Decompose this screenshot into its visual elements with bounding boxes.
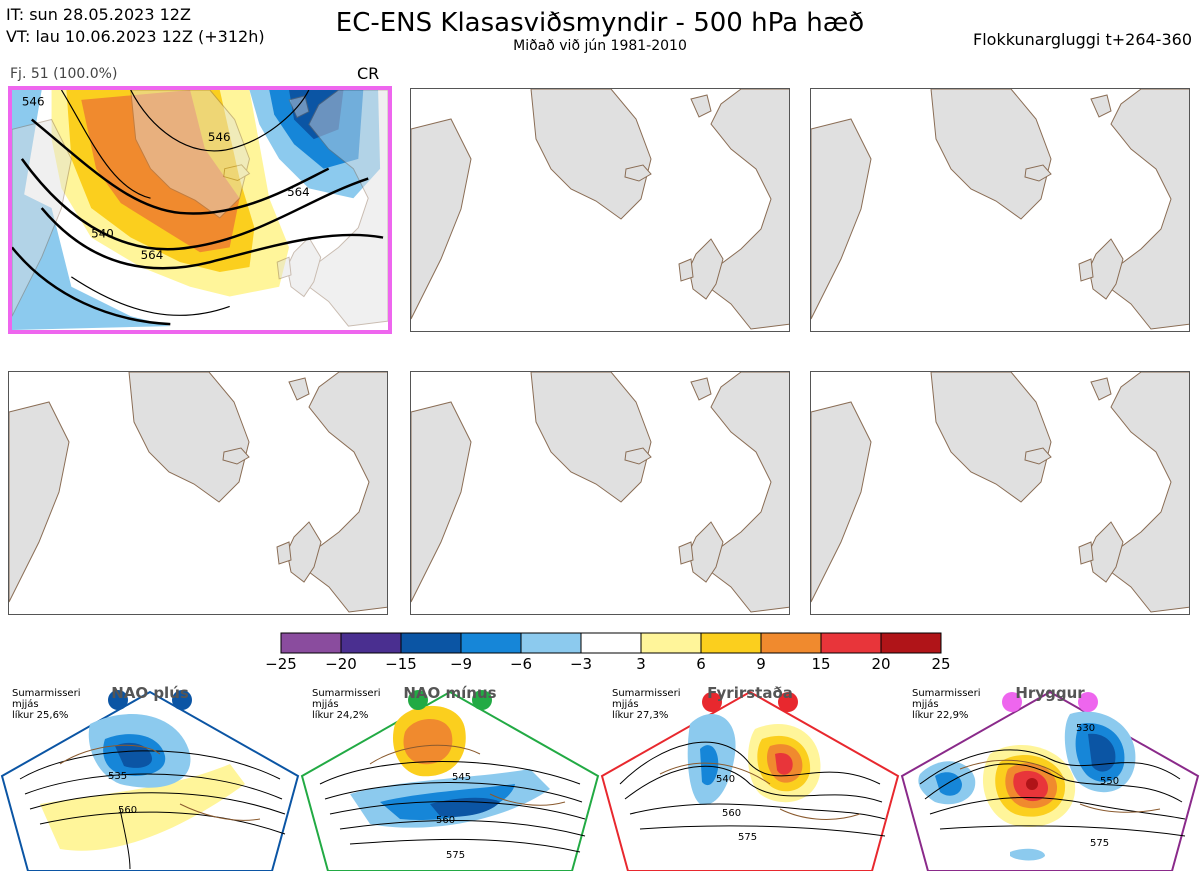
colorbar-swatch: [580, 632, 642, 654]
regime-name: Fyrirstaða: [707, 684, 793, 702]
regime-4-map: 530 550 575: [900, 690, 1200, 871]
contour-label: 546: [208, 130, 231, 144]
colorbar-tick: −15: [385, 655, 417, 673]
colorbar-swatch: [700, 632, 762, 654]
regime-desc: Sumarmisseri mjjás líkur 24,2%: [312, 688, 381, 721]
map-panel-4[interactable]: [8, 371, 388, 615]
contour-label: 575: [1090, 838, 1109, 849]
header-info: IT: sun 28.05.2023 12Z VT: lau 10.06.202…: [6, 4, 265, 48]
contour-label: 575: [446, 850, 465, 861]
map-panel-5[interactable]: [410, 371, 790, 615]
panel-1-label: Fj. 51 (100.0%): [10, 66, 118, 82]
map-1-graphic: 546 564 540 564 546: [12, 90, 388, 330]
contour-label: 575: [738, 832, 757, 843]
map-5-graphic: [411, 372, 789, 613]
page-title: EC-ENS Klasasviðsmyndir - 500 hPa hæð: [335, 8, 865, 38]
colorbar-tick: −9: [449, 655, 473, 673]
regime-blocking[interactable]: 540 560 575 Fyrirstaða Sumarmisseri mjjás…: [600, 684, 900, 871]
colorbar-swatch: [880, 632, 942, 654]
map-panel-2[interactable]: [410, 88, 790, 332]
map-2-graphic: [411, 89, 789, 330]
colorbar-swatch: [460, 632, 522, 654]
map-panel-6[interactable]: [810, 371, 1190, 615]
colorbar-tick: −20: [325, 655, 357, 673]
colorbar: [280, 632, 942, 654]
map-6-graphic: [811, 372, 1189, 613]
map-panel-1[interactable]: 546 564 540 564 546: [8, 86, 392, 334]
colorbar-swatch: [760, 632, 822, 654]
contour-label: 545: [452, 772, 471, 783]
colorbar-tick: −25: [265, 655, 297, 673]
regime-nao-minus[interactable]: 545 560 575 NAO mínus Sumarmisseri mjjás l…: [300, 684, 600, 871]
panel-1-regime: CR: [357, 64, 380, 83]
regime-1-map: 535 560: [0, 690, 300, 871]
contour-label: 560: [436, 815, 455, 826]
init-time: IT: sun 28.05.2023 12Z: [6, 5, 191, 24]
contour-label: 550: [1100, 776, 1119, 787]
valid-time: VT: lau 10.06.2023 12Z (+312h): [6, 27, 265, 46]
colorbar-tick: 6: [696, 655, 706, 673]
map-3-graphic: [811, 89, 1189, 330]
map-panel-3[interactable]: [810, 88, 1190, 332]
colorbar-swatch: [640, 632, 702, 654]
colorbar-tick: −6: [509, 655, 533, 673]
colorbar-swatch: [280, 632, 342, 654]
regime-name: NAO plús: [111, 684, 189, 702]
colorbar-tick: 25: [931, 655, 951, 673]
regime-2-map: 545 560 575: [300, 690, 600, 871]
colorbar-tick: 15: [811, 655, 831, 673]
regime-nao-plus[interactable]: 535 560 NAO plús Sumarmisseri mjjás líkur …: [0, 684, 300, 871]
regime-desc: Sumarmisseri mjjás líkur 25,6%: [12, 688, 81, 721]
regime-desc: Sumarmisseri mjjás líkur 27,3%: [612, 688, 681, 721]
classification-window: Flokkunargluggi t+264-360: [973, 30, 1192, 49]
regime-ridge[interactable]: 530 550 575 Hryggur Sumarmisseri mjjás lík…: [900, 684, 1200, 871]
colorbar-tick: 20: [871, 655, 891, 673]
contour-label: 535: [108, 771, 127, 782]
colorbar-tick: 3: [636, 655, 646, 673]
colorbar-swatch: [400, 632, 462, 654]
page-subtitle: Miðað við jún 1981-2010: [513, 38, 687, 54]
contour-label: 540: [91, 227, 114, 241]
colorbar-swatch: [340, 632, 402, 654]
contour-label: 560: [118, 805, 137, 816]
colorbar-swatch: [820, 632, 882, 654]
contour-label: 560: [722, 808, 741, 819]
colorbar-swatch: [520, 632, 582, 654]
contour-label: 564: [287, 185, 310, 199]
contour-label: 530: [1076, 723, 1095, 734]
contour-label: 546: [22, 95, 45, 109]
regime-name: Hryggur: [1015, 684, 1085, 702]
regime-desc: Sumarmisseri mjjás líkur 22,9%: [912, 688, 981, 721]
colorbar-tick: 9: [756, 655, 766, 673]
contour-label: 564: [141, 248, 164, 262]
regime-name: NAO mínus: [403, 684, 497, 702]
map-4-graphic: [9, 372, 387, 613]
colorbar-tick: −3: [569, 655, 593, 673]
contour-label: 540: [716, 774, 735, 785]
regime-3-map: 540 560 575: [600, 690, 900, 871]
